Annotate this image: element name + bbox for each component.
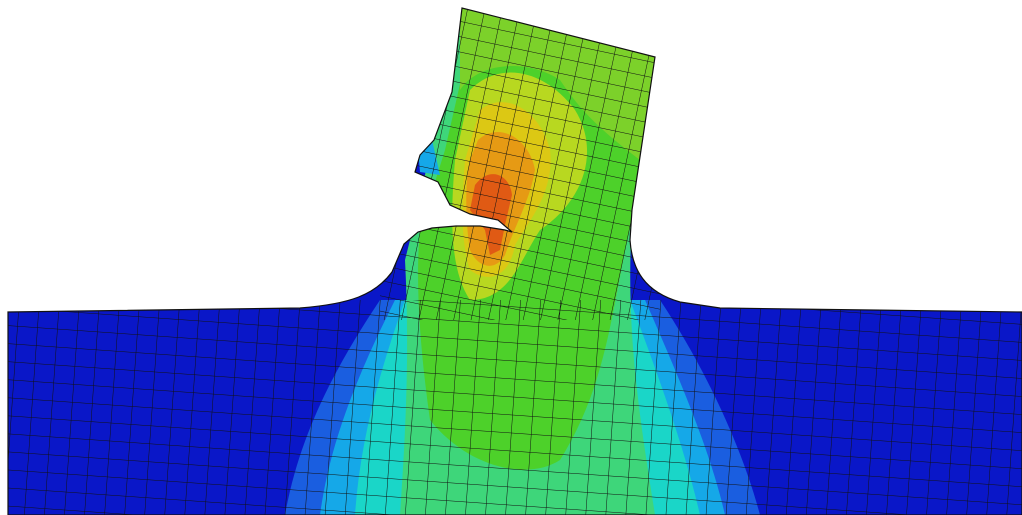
contour-field — [0, 0, 1022, 515]
fea-contour-plot — [0, 0, 1022, 515]
mesh-base — [0, 300, 1022, 515]
